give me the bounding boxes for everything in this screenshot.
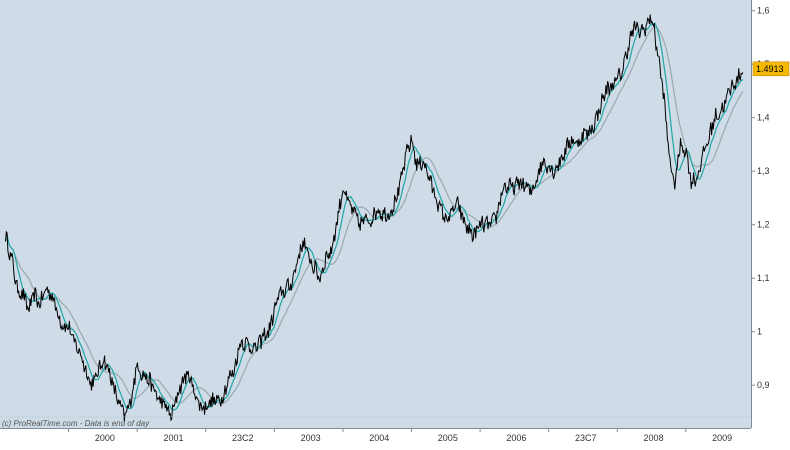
y-tick-label: 1,6 <box>757 6 770 16</box>
x-tick-label: 2003 <box>301 433 321 443</box>
y-tick-label: 1,2 <box>757 220 770 230</box>
x-axis-panel <box>0 428 751 445</box>
y-tick-label: 1 <box>757 327 762 337</box>
x-tick-label: 2000 <box>95 433 115 443</box>
x-tick-label: 23C7 <box>575 433 597 443</box>
x-tick-label: 23C2 <box>232 433 254 443</box>
moving-average-long-line <box>4 26 744 404</box>
x-tick-label: 2004 <box>369 433 389 443</box>
moving-average-short-line <box>4 22 744 411</box>
y-tick-label: 1,3 <box>757 166 770 176</box>
x-tick-label: 2008 <box>644 433 664 443</box>
last-price-label: 1.4913 <box>756 64 784 74</box>
y-tick-label: 1,4 <box>757 113 770 123</box>
y-tick-label: 0,9 <box>757 380 770 390</box>
y-tick-label: 1,1 <box>757 273 770 283</box>
x-tick-label: 2009 <box>712 433 732 443</box>
last-price-badge <box>752 61 790 77</box>
x-tick-label: 2001 <box>163 433 183 443</box>
watermark-text: (c) ProRealTime.com - Data is end of day <box>2 419 150 428</box>
x-tick-label: 2006 <box>506 433 526 443</box>
x-tick-label: 2005 <box>438 433 458 443</box>
price-line <box>5 14 744 422</box>
